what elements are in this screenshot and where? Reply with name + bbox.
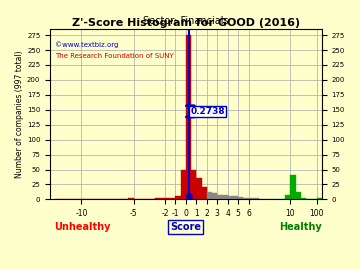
Bar (212, 193, 217, 199)
Bar (296, 192, 301, 199)
Bar (170, 198, 175, 199)
Bar (301, 198, 306, 199)
Bar (165, 198, 170, 199)
Bar (217, 195, 222, 199)
Text: Healthy: Healthy (279, 222, 321, 232)
Bar (243, 198, 249, 199)
Bar (233, 196, 238, 199)
Text: Score: Score (170, 222, 201, 232)
Bar (129, 198, 134, 199)
Bar (154, 198, 160, 199)
Bar (175, 196, 181, 199)
Bar (285, 195, 291, 199)
Bar (191, 170, 196, 199)
Text: Sector: Financials: Sector: Financials (143, 16, 229, 26)
Y-axis label: Number of companies (997 total): Number of companies (997 total) (15, 50, 24, 178)
Text: ©www.textbiz.org: ©www.textbiz.org (55, 41, 119, 48)
Bar (196, 178, 202, 199)
Bar (238, 197, 243, 199)
Bar (316, 198, 322, 199)
Bar (207, 192, 212, 199)
Bar (181, 170, 186, 199)
Bar (291, 176, 296, 199)
Bar (160, 198, 165, 199)
Title: Z'-Score Histogram for GOOD (2016): Z'-Score Histogram for GOOD (2016) (72, 18, 300, 28)
Bar (186, 35, 191, 199)
Bar (202, 187, 207, 199)
Bar (222, 195, 228, 199)
Bar (254, 198, 259, 199)
Bar (249, 198, 254, 199)
Text: The Research Foundation of SUNY: The Research Foundation of SUNY (55, 53, 174, 59)
Text: 0.2738: 0.2738 (190, 107, 225, 116)
Text: Unhealthy: Unhealthy (54, 222, 111, 232)
Bar (228, 196, 233, 199)
